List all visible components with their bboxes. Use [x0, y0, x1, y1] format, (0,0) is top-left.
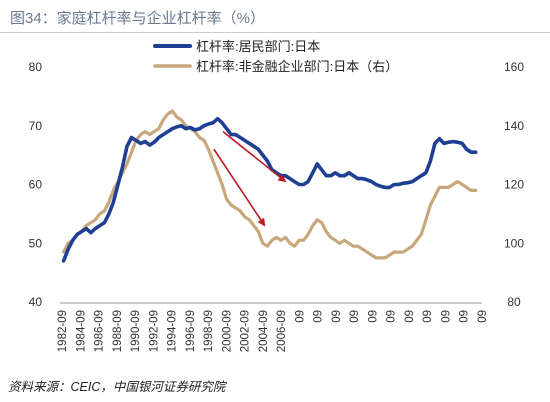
series-line-corporate [62, 109, 478, 260]
trend-arrow [222, 131, 287, 183]
x-tick-label: 1984-09 [75, 310, 87, 352]
x-tick-label: 09 [459, 310, 471, 323]
y-right-tick-label: 160 [504, 60, 524, 74]
source-note: 资料来源：CEIC，中国银河证券研究院 [8, 380, 226, 394]
y-right-tick-label: 120 [504, 178, 524, 192]
x-tick-label: 1996-09 [185, 310, 197, 352]
x-tick-label: 1998-09 [203, 310, 215, 352]
y-left-tick-label: 40 [29, 295, 43, 309]
figure-title: 图34：家庭杠杆率与企业杠杆率（%） [10, 10, 266, 27]
y-left-tick-label: 60 [29, 178, 43, 192]
x-tick-label: 1992-09 [148, 310, 160, 352]
annotation-layer [213, 131, 287, 227]
leverage-line-chart: 40 50 60 70 80 80 100 120 140 160 1982-09 1984-09… [29, 39, 525, 352]
x-tick-label: 09 [477, 310, 489, 323]
trend-arrow [213, 148, 266, 227]
title-divider [0, 32, 550, 33]
x-tick-label: 09 [440, 310, 452, 323]
series-line-household [61, 116, 478, 263]
x-tick-label: 2004-09 [258, 310, 270, 352]
legend-label-corporate: 杠杆率:非金融企业部门:日本（右） [196, 59, 398, 74]
x-tick-label: 1986-09 [94, 310, 106, 352]
x-tick-label: 1982-09 [57, 310, 69, 352]
x-tick-label: 09 [294, 310, 306, 323]
y-axis-left: 40 50 60 70 80 [29, 60, 43, 309]
x-tick-label: 09 [367, 310, 379, 323]
x-tick-label: 09 [349, 310, 361, 323]
x-axis: 1982-09 1984-09 1986-09 1988-09 1990-09 1992-… [57, 310, 489, 352]
x-tick-label: 09 [422, 310, 434, 323]
y-left-tick-label: 50 [29, 236, 43, 250]
x-tick-label: 09 [404, 310, 416, 323]
x-tick-label: 1990-09 [130, 310, 142, 352]
x-tick-label: 09 [313, 310, 325, 323]
legend-label-household: 杠杆率:居民部门:日本 [196, 39, 320, 54]
x-tick-label: 2006-09 [276, 310, 288, 352]
series-layer [61, 109, 478, 263]
y-left-tick-label: 80 [29, 60, 43, 74]
x-tick-label: 1988-09 [112, 310, 124, 352]
y-axis-right: 80 100 120 140 160 [504, 60, 524, 309]
x-tick-label: 2000-09 [221, 310, 233, 352]
x-tick-label: 09 [386, 310, 398, 323]
y-right-tick-label: 140 [504, 119, 524, 133]
y-right-tick-label: 100 [504, 236, 524, 250]
y-left-tick-label: 70 [29, 119, 43, 133]
x-tick-label: 09 [331, 310, 343, 323]
x-tick-label: 1994-09 [167, 310, 179, 352]
y-right-tick-label: 80 [507, 295, 521, 309]
x-tick-label: 2002-09 [240, 310, 252, 352]
